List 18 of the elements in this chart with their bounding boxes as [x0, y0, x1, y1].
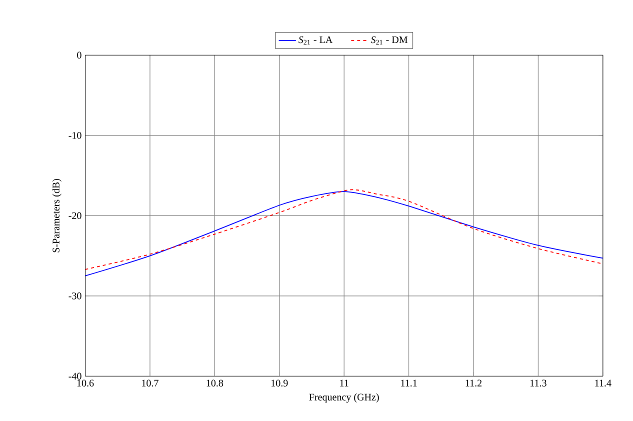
legend-label: S$_{21}$ - LA	[298, 36, 333, 44]
x-tick-label: 10.9	[271, 380, 288, 386]
x-tick-label: 11.4	[595, 380, 612, 386]
x-tick-label: 10.7	[142, 380, 158, 386]
x-axis-title: Frequency (GHz)	[309, 393, 379, 402]
y-tick-label: -10	[68, 132, 82, 139]
legend-label: S$_{21}$ - DM	[370, 36, 408, 44]
y-tick-label: -30	[68, 292, 82, 300]
x-tick-label: 10.6	[77, 380, 94, 386]
y-axis-title: S-Parameters (dB)	[52, 178, 62, 252]
x-tick-label: 11	[340, 380, 348, 386]
x-tick-label: 11.1	[401, 380, 417, 386]
y-tick-label: -40	[68, 372, 82, 380]
x-tick-label: 10.8	[206, 380, 224, 386]
y-tick-label: 0	[77, 52, 82, 58]
y-tick-label: -20	[68, 212, 82, 219]
x-tick-label: 11.3	[530, 380, 546, 386]
x-tick-label: 11.2	[466, 380, 482, 386]
